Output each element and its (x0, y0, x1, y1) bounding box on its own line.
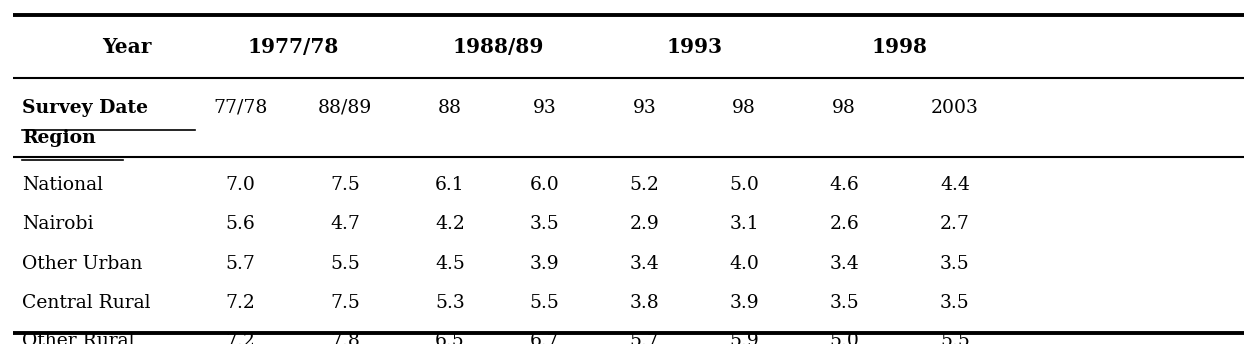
Text: 5.5: 5.5 (940, 332, 970, 344)
Text: Survey Date: Survey Date (23, 99, 148, 117)
Text: 3.5: 3.5 (830, 294, 859, 312)
Text: Year: Year (102, 37, 152, 57)
Text: 5.3: 5.3 (435, 294, 465, 312)
Text: 7.5: 7.5 (331, 176, 360, 194)
Text: 3.1: 3.1 (729, 215, 759, 233)
Text: 5.2: 5.2 (630, 176, 660, 194)
Text: 6.0: 6.0 (530, 176, 559, 194)
Text: 93: 93 (632, 99, 656, 117)
Text: 7.2: 7.2 (225, 332, 255, 344)
Text: 5.5: 5.5 (529, 294, 559, 312)
Text: 2.6: 2.6 (830, 215, 859, 233)
Text: 1988/89: 1988/89 (453, 37, 543, 57)
Text: 1993: 1993 (667, 37, 723, 57)
Text: Central Rural: Central Rural (23, 294, 151, 312)
Text: 3.9: 3.9 (530, 255, 559, 273)
Text: 7.8: 7.8 (331, 332, 360, 344)
Text: 1977/78: 1977/78 (248, 37, 339, 57)
Text: 7.5: 7.5 (331, 294, 360, 312)
Text: 98: 98 (733, 99, 757, 117)
Text: 98: 98 (832, 99, 856, 117)
Text: 4.7: 4.7 (331, 215, 360, 233)
Text: 3.5: 3.5 (940, 255, 970, 273)
Text: 3.5: 3.5 (530, 215, 559, 233)
Text: 1998: 1998 (871, 37, 928, 57)
Text: 5.6: 5.6 (225, 215, 255, 233)
Text: 5.5: 5.5 (331, 255, 360, 273)
Text: 4.5: 4.5 (435, 255, 465, 273)
Text: 5.7: 5.7 (225, 255, 255, 273)
Text: Other Urban: Other Urban (23, 255, 143, 273)
Text: 4.2: 4.2 (435, 215, 465, 233)
Text: 3.9: 3.9 (729, 294, 759, 312)
Text: 2003: 2003 (931, 99, 979, 117)
Text: 5.0: 5.0 (729, 176, 759, 194)
Text: 5.0: 5.0 (830, 332, 859, 344)
Text: 7.2: 7.2 (225, 294, 255, 312)
Text: 5.9: 5.9 (729, 332, 759, 344)
Text: Region: Region (23, 129, 97, 147)
Text: 6.7: 6.7 (530, 332, 559, 344)
Text: 3.8: 3.8 (630, 294, 660, 312)
Text: Other Rural: Other Rural (23, 332, 134, 344)
Text: 88/89: 88/89 (318, 99, 372, 117)
Text: 5.7: 5.7 (630, 332, 660, 344)
Text: 2.9: 2.9 (630, 215, 660, 233)
Text: 3.4: 3.4 (830, 255, 859, 273)
Text: National: National (23, 176, 103, 194)
Text: Nairobi: Nairobi (23, 215, 94, 233)
Text: 2.7: 2.7 (940, 215, 970, 233)
Text: 4.6: 4.6 (830, 176, 859, 194)
Text: 88: 88 (437, 99, 461, 117)
Text: 4.4: 4.4 (940, 176, 970, 194)
Text: 77/78: 77/78 (214, 99, 268, 117)
Text: 93: 93 (533, 99, 557, 117)
Text: 4.0: 4.0 (729, 255, 759, 273)
Text: 6.5: 6.5 (435, 332, 465, 344)
Text: 7.0: 7.0 (225, 176, 255, 194)
Text: 3.4: 3.4 (630, 255, 660, 273)
Text: 3.5: 3.5 (940, 294, 970, 312)
Text: 6.1: 6.1 (435, 176, 465, 194)
